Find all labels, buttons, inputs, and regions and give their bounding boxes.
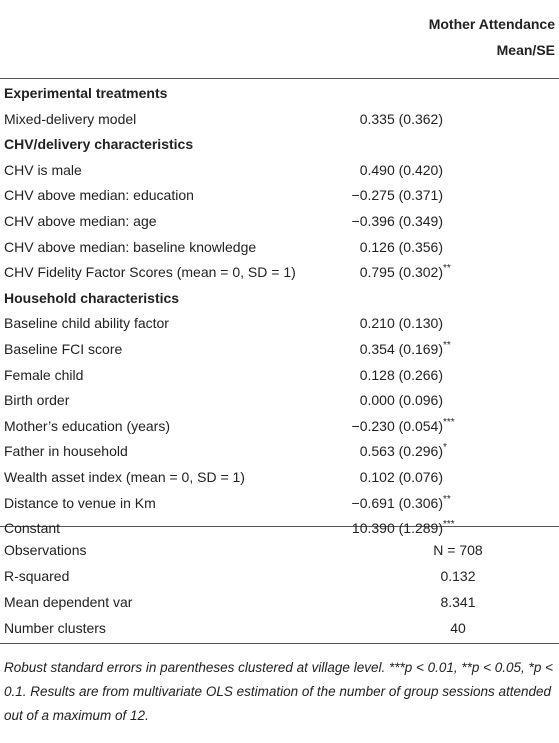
row-value: 0.210 (0.130) xyxy=(359,315,443,332)
rule xyxy=(0,78,559,79)
row-label: Baseline FCI score xyxy=(4,341,123,357)
rule xyxy=(0,643,559,644)
row-label: Constant xyxy=(4,520,61,537)
row-value: 0.795 (0.302) xyxy=(359,264,443,281)
row-value: 10.390 (1.289) xyxy=(351,520,443,537)
significance-stars: ** xyxy=(443,340,451,351)
row-value: −0.396 (0.349) xyxy=(351,213,443,229)
row-label: Birth order xyxy=(4,392,70,409)
row-label: CHV above median: baseline knowledge xyxy=(4,238,257,255)
row-value: −0.275 (0.371) xyxy=(351,187,443,204)
row-label: Father in household xyxy=(4,443,128,460)
row-label: Mother’s education (years) xyxy=(4,417,171,434)
row-label: Distance to venue in Km xyxy=(4,494,156,511)
significance-stars: ** xyxy=(443,493,451,505)
stat-value: 40 xyxy=(450,620,466,636)
footnote: Robust standard errors in parentheses cl… xyxy=(4,660,553,723)
stat-label: Observations xyxy=(4,542,87,558)
rule xyxy=(0,526,559,527)
stat-value: N = 708 xyxy=(433,542,483,558)
row-value: 0.563 (0.296) xyxy=(359,443,443,460)
row-label: Female child xyxy=(4,366,84,383)
stat-label: Number clusters xyxy=(4,620,106,636)
row-label: Baseline child ability factor xyxy=(4,315,169,332)
significance-stars: ** xyxy=(443,263,451,275)
row-value: 0.000 (0.096) xyxy=(359,392,443,409)
section-title: Household characteristics xyxy=(4,289,180,306)
row-label: CHV above median: age xyxy=(4,213,157,229)
column-subtitle: Mean/SE xyxy=(496,42,555,58)
stat-value: 0.132 xyxy=(440,568,476,584)
row-label: Wealth asset index (mean = 0, SD = 1) xyxy=(4,469,245,485)
row-label: CHV is male xyxy=(4,161,82,178)
significance-stars: *** xyxy=(443,416,455,428)
row-value: 0.102 (0.076) xyxy=(359,469,443,485)
column-title: Mother Attendance xyxy=(428,16,555,32)
section-title: CHV/delivery characteristics xyxy=(4,136,194,153)
row-value: 0.126 (0.356) xyxy=(359,238,443,255)
stat-value: 8.341 xyxy=(440,594,476,610)
row-value: 0.128 (0.266) xyxy=(359,366,443,383)
significance-stars: *** xyxy=(443,519,455,531)
row-value: −0.691 (0.306) xyxy=(351,494,443,511)
row-label: CHV above median: education xyxy=(4,187,194,204)
row-value: −0.230 (0.054) xyxy=(351,417,443,434)
row-value: 0.335 (0.362) xyxy=(359,110,443,127)
stat-label: R-squared xyxy=(4,568,70,584)
row-label: CHV Fidelity Factor Scores (mean = 0, SD… xyxy=(4,264,296,281)
row-value: 0.354 (0.169) xyxy=(359,341,443,357)
significance-stars: * xyxy=(443,442,447,454)
stat-label: Mean dependent var xyxy=(4,594,133,610)
row-value: 0.490 (0.420) xyxy=(359,161,443,178)
row-label: Mixed-delivery model xyxy=(4,110,137,127)
section-title: Experimental treatments xyxy=(4,85,168,101)
